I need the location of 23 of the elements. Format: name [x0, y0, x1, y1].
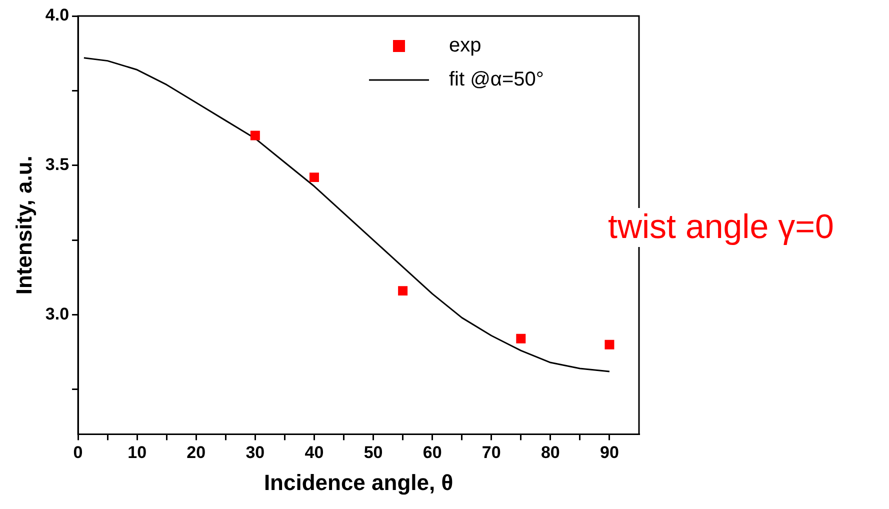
y-axis-title: Intensity, a.u.	[11, 156, 36, 295]
y-tick-label: 4.0	[45, 6, 70, 25]
x-tick-label: 60	[422, 443, 442, 462]
x-tick-label: 90	[600, 443, 619, 462]
point	[398, 286, 408, 296]
x-axis-title: Incidence angle, θ	[264, 470, 454, 495]
x-tick-label: 50	[364, 443, 383, 462]
point	[604, 340, 614, 350]
annotation: twist angle γ=0	[604, 208, 834, 247]
legend-label: exp	[449, 34, 482, 57]
legend-label: fit @α=50°	[449, 68, 544, 91]
point	[250, 130, 260, 140]
x-tick-label: 20	[186, 443, 206, 462]
point	[309, 172, 319, 182]
x-tick-label: 40	[304, 443, 324, 462]
x-tick-label: 80	[540, 443, 560, 462]
x-tick-label: 10	[128, 443, 147, 462]
x-tick-label: 70	[482, 443, 501, 462]
x-tick-label: 0	[73, 443, 83, 462]
y-tick-label: 3.0	[45, 304, 70, 324]
y-tick-label: 3.5	[45, 155, 70, 174]
x-tick-label: 30	[246, 443, 265, 462]
point	[516, 334, 526, 344]
